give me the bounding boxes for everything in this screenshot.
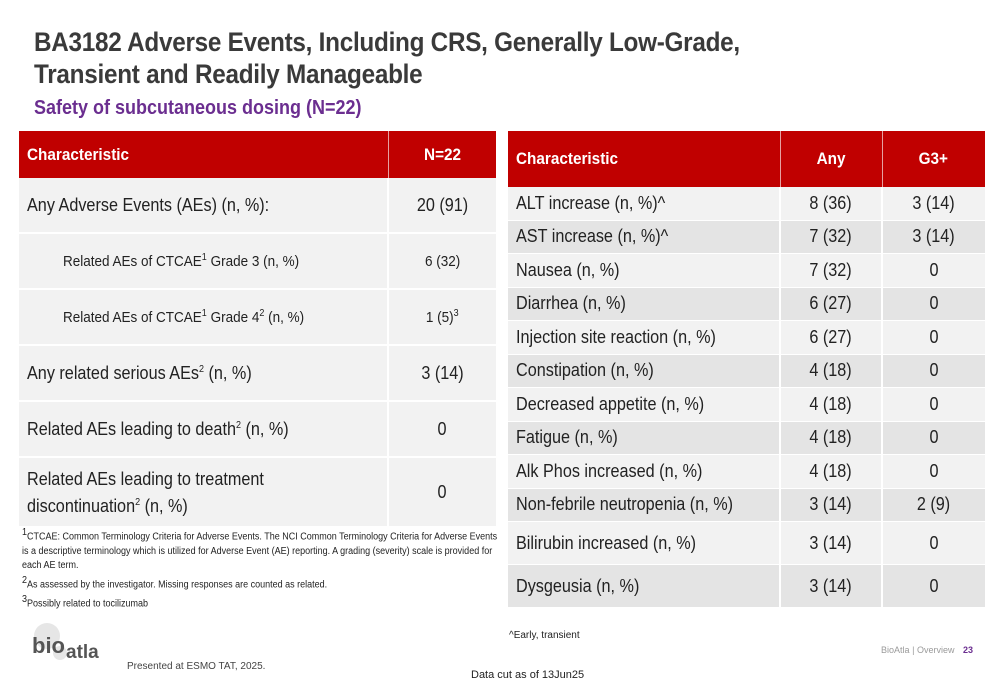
row-any-value: 7 (32) [780,220,883,254]
footnotes: 1CTCAE: Common Terminology Criteria for … [22,526,500,611]
row-any-value: 4 (18) [780,421,883,455]
row-g3-value: 0 [882,564,985,608]
row-g3-value: 3 (14) [882,220,985,254]
row-g3-value: 2 (9) [882,488,985,522]
row-value: 6 (32) [388,233,496,290]
row-label: Injection site reaction (n, %) [508,320,781,355]
slide-subtitle: Safety of subcutaneous dosing (N=22) [34,97,362,119]
row-value: 0 [388,457,496,528]
row-label: Fatigue (n, %) [508,421,781,455]
svg-text:atla: atla [66,642,99,663]
table-row: Related AEs leading to treatment discont… [19,457,496,528]
table-row: Nausea (n, %) 7 (32) 0 [508,253,985,288]
row-g3-value: 0 [882,320,985,355]
row-label: Decreased appetite (n, %) [508,387,781,422]
early-transient-note: ^Early, transient [509,630,580,641]
row-label: Any Adverse Events (AEs) (n, %): [19,178,389,234]
row-label: Dysgeusia (n, %) [508,564,781,608]
row-label: Related AEs of CTCAE1 Grade 3 (n, %) [19,233,389,290]
row-any-value: 3 (14) [780,521,883,565]
row-label: Related AEs of CTCAE1 Grade 42 (n, %) [19,289,389,346]
row-g3-value: 0 [882,521,985,565]
column-header-characteristic: Characteristic [19,131,389,178]
data-cut-note: Data cut as of 13Jun25 [471,669,585,681]
table-row: Related AEs of CTCAE1 Grade 3 (n, %) 6 (… [19,233,496,290]
table-row: Non-febrile neutropenia (n, %) 3 (14) 2 (9… [508,488,985,522]
row-value: 20 (91) [388,178,496,234]
table-row: Related AEs of CTCAE1 Grade 42 (n, %) 1 … [19,289,496,346]
svg-text:bio: bio [32,633,65,658]
table-row: Bilirubin increased (n, %) 3 (14) 0 [508,521,985,565]
row-g3-value: 0 [882,253,985,288]
row-label: Alk Phos increased (n, %) [508,454,781,489]
table-header-row: Characteristic Any G3+ [508,131,985,187]
footnote-2: 2As assessed by the investigator. Missin… [22,574,328,591]
table-row: Constipation (n, %) 4 (18) 0 [508,354,985,388]
table-row: Related AEs leading to death2 (n, %) 0 [19,401,496,458]
row-g3-value: 0 [882,421,985,455]
overall-ae-table: Characteristic N=22 Any Adverse Events (… [19,131,496,528]
footer-brand: BioAtla [881,645,910,655]
row-any-value: 4 (18) [780,454,883,489]
footnote-3: 3Possibly related to tocilizumab [22,593,149,609]
table-row: AST increase (n, %)^ 7 (32) 3 (14) [508,220,985,254]
slide-footer: BioAtla | Overview 23 [881,645,973,655]
row-label: Bilirubin increased (n, %) [508,521,781,565]
row-label: Diarrhea (n, %) [508,287,781,321]
row-g3-value: 0 [882,387,985,422]
row-label: AST increase (n, %)^ [508,220,781,254]
row-any-value: 7 (32) [780,253,883,288]
row-any-value: 8 (36) [780,187,883,221]
row-label: Related AEs leading to treatment discont… [19,457,389,528]
table-row: Fatigue (n, %) 4 (18) 0 [508,421,985,455]
row-label: Nausea (n, %) [508,253,781,288]
row-any-value: 3 (14) [780,488,883,522]
table-row: Dysgeusia (n, %) 3 (14) 0 [508,564,985,608]
row-any-value: 6 (27) [780,320,883,355]
row-value: 0 [388,401,496,458]
row-label: Any related serious AEs2 (n, %) [19,345,389,402]
row-label: Constipation (n, %) [508,354,781,388]
slide-title: BA3182 Adverse Events, Including CRS, Ge… [34,27,740,89]
footer-section: Overview [916,645,955,655]
row-value: 3 (14) [388,345,496,402]
table-row: Injection site reaction (n, %) 6 (27) 0 [508,320,985,355]
row-g3-value: 3 (14) [882,187,985,221]
row-label: Non-febrile neutropenia (n, %) [508,488,781,522]
column-header-any: Any [780,131,883,187]
table-row: Decreased appetite (n, %) 4 (18) 0 [508,387,985,422]
footnote-1: 1CTCAE: Common Terminology Criteria for … [22,527,498,572]
table-row: Any related serious AEs2 (n, %) 3 (14) [19,345,496,402]
table-row: Any Adverse Events (AEs) (n, %): 20 (91) [19,178,496,234]
column-header-n: N=22 [388,131,496,178]
row-g3-value: 0 [882,287,985,321]
row-g3-value: 0 [882,454,985,489]
row-g3-value: 0 [882,354,985,388]
column-header-g3plus: G3+ [882,131,985,187]
bioatla-logo: bio atla [30,620,102,664]
footer-separator: | [912,645,915,655]
row-label: Related AEs leading to death2 (n, %) [19,401,389,458]
row-value: 1 (5)3 [388,289,496,346]
row-label: ALT increase (n, %)^ [508,187,781,221]
ae-detail-table: Characteristic Any G3+ ALT increase (n, … [508,131,985,608]
row-any-value: 6 (27) [780,287,883,321]
row-any-value: 4 (18) [780,387,883,422]
table-row: Alk Phos increased (n, %) 4 (18) 0 [508,454,985,489]
presented-at-note: Presented at ESMO TAT, 2025. [127,661,266,672]
row-any-value: 4 (18) [780,354,883,388]
table-row: ALT increase (n, %)^ 8 (36) 3 (14) [508,187,985,221]
page-number: 23 [962,645,973,655]
row-any-value: 3 (14) [780,564,883,608]
table-header-row: Characteristic N=22 [19,131,496,178]
column-header-characteristic: Characteristic [508,131,781,187]
table-row: Diarrhea (n, %) 6 (27) 0 [508,287,985,321]
